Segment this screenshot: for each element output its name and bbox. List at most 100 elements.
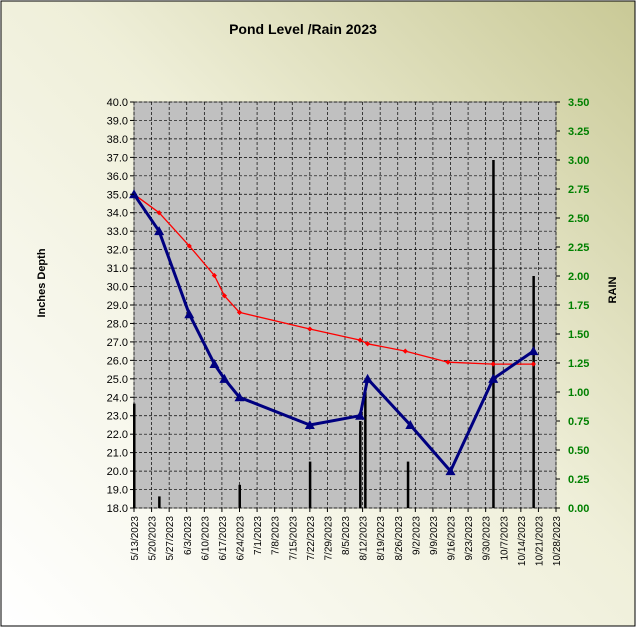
gridlines (133, 101, 557, 509)
x-tick-label: 7/8/2023 (271, 516, 282, 555)
x-tick-label: 9/30/2023 (482, 516, 493, 561)
rain-bar (406, 461, 410, 508)
y-tick-label: 26.0 (107, 355, 128, 367)
y-tick-label: 21.0 (107, 448, 128, 460)
x-tick-label: 8/26/2023 (394, 516, 405, 561)
triangle-marker (488, 373, 499, 383)
rain-bar (492, 160, 495, 508)
rain-bars (133, 160, 535, 508)
x-tick-label: 6/10/2023 (200, 516, 211, 561)
x-tick-label: 7/22/2023 (306, 516, 317, 561)
y2-tick-label: 1.75 (568, 300, 589, 312)
y-tick-label: 31.0 (107, 263, 128, 275)
x-tick-label: 7/29/2023 (323, 516, 334, 561)
rain-bar (308, 461, 312, 508)
y2-axis-ticks: 0.00 0.25 0.50 0.75 1.00 1.25 1.50 1.75 2.00 2.25… (556, 97, 589, 515)
y2-tick-label: 3.25 (568, 126, 589, 138)
x-axis-ticks: 5/13/2023 5/20/2023 5/27/2023 6/3/2023 6/10/… (130, 508, 563, 566)
y-tick-label: 34.0 (107, 208, 128, 220)
y-tick-label: 33.0 (107, 226, 128, 238)
x-tick-label: 8/19/2023 (376, 516, 387, 561)
triangle-marker (209, 359, 220, 369)
x-tick-label: 8/12/2023 (359, 516, 370, 561)
y2-tick-label: 2.00 (568, 271, 589, 283)
rain-bar (359, 421, 362, 508)
y-tick-label: 19.0 (107, 485, 128, 497)
y2-tick-label: 2.75 (568, 184, 589, 196)
y-tick-label: 22.0 (107, 429, 128, 441)
x-tick-label: 9/16/2023 (447, 516, 458, 561)
triangle-marker (219, 373, 230, 383)
x-tick-label: 9/9/2023 (429, 516, 440, 555)
rain-bar (133, 403, 136, 508)
triangle-marker (528, 346, 539, 356)
diamond-marker (365, 341, 371, 347)
triangle-marker (362, 373, 373, 383)
y-tick-label: 36.0 (107, 171, 128, 183)
y-tick-label: 40.0 (107, 97, 128, 109)
y-axis-ticks: 18.0 19.0 20.0 21.0 22.0 23.0 24.0 25.0 26.0 27.0… (107, 97, 134, 515)
x-tick-label: 6/17/2023 (218, 516, 229, 561)
diamond-marker (307, 326, 313, 332)
x-tick-label: 5/20/2023 (148, 516, 159, 561)
x-tick-label: 10/7/2023 (499, 516, 510, 561)
triangle-marker (154, 226, 165, 236)
y2-tick-label: 2.50 (568, 213, 589, 225)
y-tick-label: 35.0 (107, 189, 128, 201)
x-tick-label: 7/15/2023 (288, 516, 299, 561)
x-tick-label: 5/13/2023 (130, 516, 141, 561)
y-axis-label: Inches Depth (36, 248, 48, 317)
y2-tick-label: 2.25 (568, 242, 589, 254)
y2-tick-label: 1.50 (568, 329, 589, 341)
y2-tick-label: 3.00 (568, 155, 589, 167)
y-tick-label: 18.0 (107, 503, 128, 515)
y2-tick-label: 1.00 (568, 387, 589, 399)
y-tick-label: 29.0 (107, 300, 128, 312)
triangle-marker (445, 466, 456, 476)
x-tick-label: 10/28/2023 (552, 516, 563, 566)
y-tick-label: 32.0 (107, 245, 128, 257)
diamond-marker (156, 210, 162, 216)
chart-title: Pond Level /Rain 2023 (229, 21, 377, 37)
x-tick-label: 9/23/2023 (464, 516, 475, 561)
rain-bar (158, 496, 161, 508)
x-tick-label: 6/24/2023 (236, 516, 247, 561)
triangle-marker (234, 392, 245, 402)
y2-tick-label: 0.25 (568, 474, 589, 486)
diamond-marker (221, 293, 228, 299)
x-tick-label: 8/5/2023 (341, 516, 352, 555)
y-tick-label: 37.0 (107, 152, 128, 164)
x-tick-label: 7/1/2023 (253, 516, 264, 555)
y-tick-label: 38.0 (107, 134, 128, 146)
triangle-marker (304, 419, 315, 429)
diamond-marker (490, 361, 496, 367)
x-tick-label: 9/2/2023 (411, 516, 422, 555)
y2-axis-label: RAIN (607, 277, 619, 304)
y2-tick-label: 0.75 (568, 416, 589, 428)
y-tick-label: 28.0 (107, 318, 128, 330)
diamond-marker (402, 348, 408, 354)
triangle-marker (184, 309, 195, 319)
y-tick-label: 25.0 (107, 374, 128, 386)
diamond-marker (211, 272, 217, 279)
y2-tick-label: 0.50 (568, 445, 589, 457)
diamond-marker (357, 337, 363, 343)
x-tick-label: 10/21/2023 (534, 516, 545, 566)
diamond-marker (445, 359, 451, 365)
triangle-marker (405, 419, 416, 429)
y-tick-label: 30.0 (107, 282, 128, 294)
x-tick-label: 10/14/2023 (517, 516, 528, 566)
diamond-marker (530, 361, 536, 367)
x-tick-label: 6/3/2023 (183, 516, 194, 555)
y-tick-label: 39.0 (107, 115, 128, 127)
x-tick-label: 5/27/2023 (165, 516, 176, 561)
rain-bar (238, 484, 241, 508)
y-tick-label: 24.0 (107, 392, 128, 404)
rain-bar (532, 276, 535, 508)
y2-tick-label: 1.25 (568, 358, 589, 370)
diamond-marker (236, 309, 243, 315)
y-tick-label: 20.0 (107, 466, 128, 478)
y2-tick-label: 0.00 (568, 503, 589, 515)
